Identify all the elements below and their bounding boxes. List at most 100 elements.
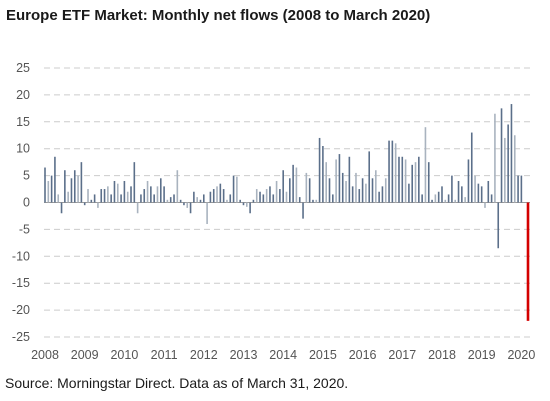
bar xyxy=(249,202,251,214)
bar xyxy=(130,186,132,203)
bar xyxy=(454,199,457,203)
bar xyxy=(282,170,284,203)
bar xyxy=(90,199,93,203)
bar xyxy=(70,178,73,203)
y-tick-label: -15 xyxy=(12,276,30,290)
x-tick-label: 2017 xyxy=(388,348,416,362)
bar xyxy=(431,199,433,203)
bar xyxy=(143,189,146,203)
bar xyxy=(97,202,99,208)
bar xyxy=(136,202,139,214)
bar xyxy=(113,180,116,203)
bar xyxy=(404,159,407,203)
bar xyxy=(328,178,331,203)
bar xyxy=(103,189,106,203)
bar xyxy=(209,191,212,203)
bar xyxy=(289,178,291,203)
bar xyxy=(335,159,337,203)
bar xyxy=(133,162,136,203)
bar xyxy=(126,191,129,203)
bar xyxy=(67,191,69,203)
x-tick-label: 2019 xyxy=(468,348,496,362)
x-axis-ticks: 2008 2009 2010 2011 2012 2013 2014 2015 2016 2017… xyxy=(31,348,535,362)
bar xyxy=(193,191,195,203)
bar xyxy=(507,124,509,203)
bar xyxy=(212,189,215,203)
bar xyxy=(444,199,447,203)
bar xyxy=(484,202,486,208)
bar xyxy=(411,164,414,203)
bar xyxy=(526,202,530,321)
bar xyxy=(308,178,311,203)
bar xyxy=(424,127,427,203)
bars xyxy=(44,104,530,321)
bar xyxy=(315,199,318,203)
bar xyxy=(232,175,235,203)
bar xyxy=(262,194,265,203)
bar xyxy=(173,194,175,203)
bar xyxy=(176,170,179,203)
bar xyxy=(120,194,122,203)
bar xyxy=(275,180,278,203)
bar xyxy=(272,194,275,203)
bar xyxy=(169,197,172,203)
bar xyxy=(341,172,344,203)
bar xyxy=(408,183,410,203)
bar xyxy=(222,189,225,203)
x-tick-label: 2011 xyxy=(151,348,178,362)
x-tick-label: 2010 xyxy=(110,348,138,362)
x-tick-label: 2009 xyxy=(71,348,99,362)
bar xyxy=(226,199,228,203)
bar xyxy=(470,132,473,203)
bar xyxy=(480,186,483,203)
bar xyxy=(179,199,182,203)
bar xyxy=(318,137,321,203)
bar xyxy=(487,180,490,203)
bar xyxy=(384,178,387,203)
bar xyxy=(80,162,83,203)
bar xyxy=(421,194,423,203)
y-tick-label: -10 xyxy=(12,249,30,263)
bar xyxy=(355,172,357,203)
bar xyxy=(500,108,503,203)
bar xyxy=(461,186,463,203)
bar xyxy=(93,194,96,203)
bar xyxy=(391,140,394,203)
bar xyxy=(447,194,450,203)
bar xyxy=(302,202,304,219)
chart-title: Europe ETF Market: Monthly net flows (20… xyxy=(6,7,430,24)
bar xyxy=(252,199,255,203)
bar xyxy=(50,175,53,203)
bar xyxy=(110,194,112,203)
bar xyxy=(219,183,222,203)
bar xyxy=(107,186,109,203)
bar xyxy=(265,189,268,203)
x-tick-label: 2018 xyxy=(428,348,456,362)
bar xyxy=(394,143,397,203)
bar xyxy=(437,191,440,203)
bar xyxy=(388,140,390,203)
bar xyxy=(513,135,516,203)
bar xyxy=(279,189,281,203)
bar xyxy=(202,194,205,203)
bar xyxy=(123,180,126,203)
bar xyxy=(199,199,202,203)
bar xyxy=(189,202,192,214)
x-tick-label: 2008 xyxy=(31,348,59,362)
x-tick-label: 2016 xyxy=(349,348,377,362)
bar xyxy=(418,156,420,203)
bar xyxy=(378,191,380,203)
bar xyxy=(401,156,404,203)
bar xyxy=(186,202,189,208)
bar xyxy=(325,162,327,203)
bar xyxy=(510,104,513,203)
bar xyxy=(153,194,155,203)
bar xyxy=(54,156,56,203)
bar xyxy=(371,178,374,203)
bar xyxy=(351,186,354,203)
y-tick-label: 5 xyxy=(23,169,30,183)
bar xyxy=(361,178,364,203)
bar xyxy=(246,202,248,207)
bar xyxy=(348,156,351,203)
x-tick-label: 2015 xyxy=(309,348,337,362)
